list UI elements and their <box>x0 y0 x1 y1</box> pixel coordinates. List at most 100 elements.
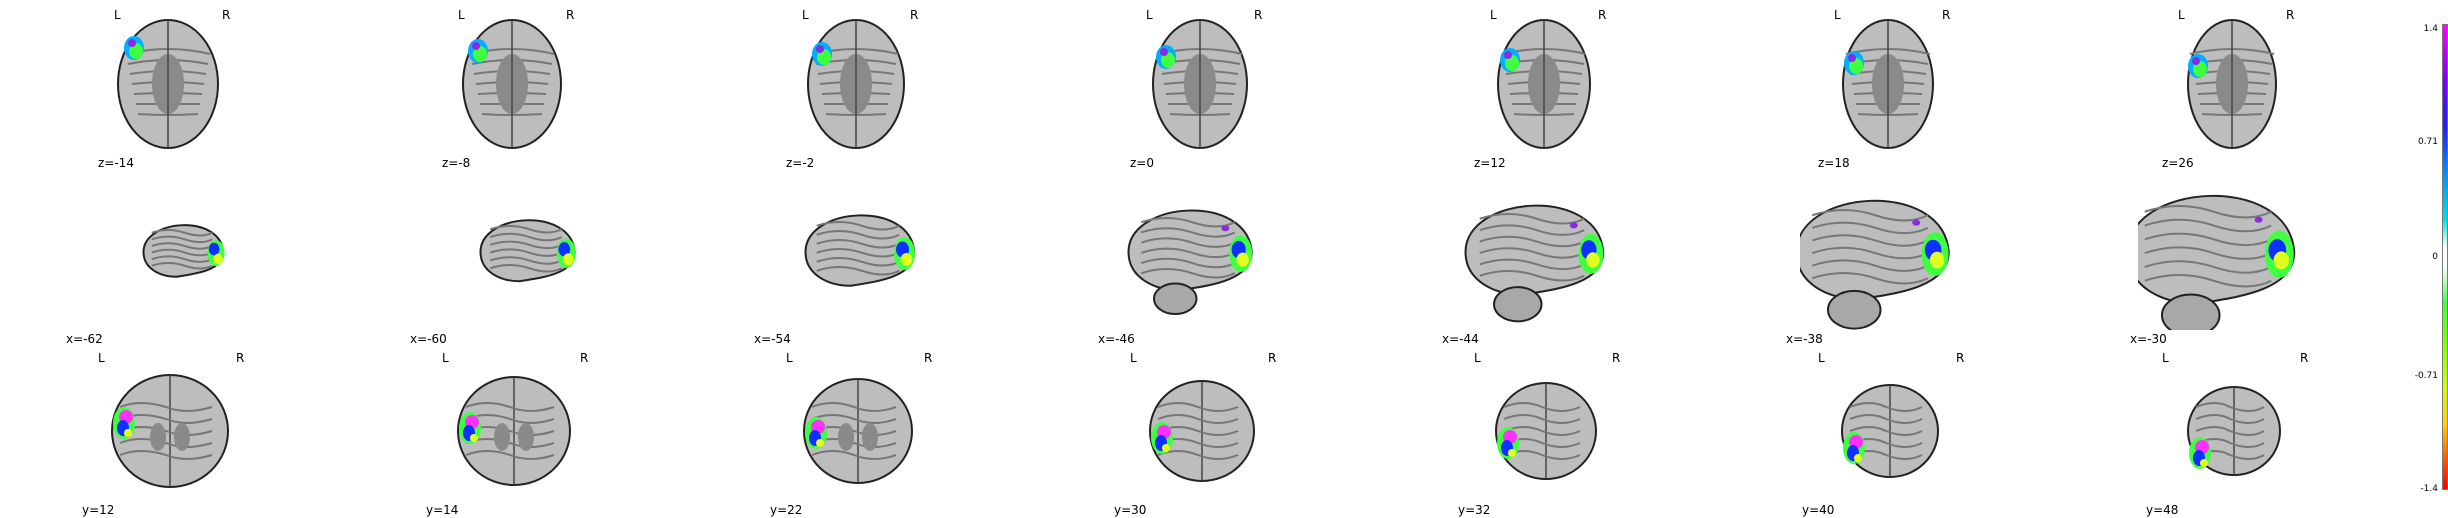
activation-cluster <box>1497 427 1519 459</box>
activation-cluster <box>468 39 488 63</box>
colorbar-tick-zero: 0 <box>2432 252 2438 262</box>
right-orientation-label: R <box>566 8 575 22</box>
left-orientation-label: L <box>2162 351 2169 365</box>
left-orientation-label: L <box>1818 351 1825 365</box>
activation-cluster <box>1156 45 1176 69</box>
slice-coordinate-label: y=30 <box>1114 503 1147 517</box>
activation-cluster <box>556 238 576 268</box>
left-orientation-label: L <box>442 351 449 365</box>
left-orientation-label: L <box>786 351 793 365</box>
right-orientation-label: R <box>910 8 919 22</box>
sagittal-slice-panel: x=-30 <box>2064 172 2404 346</box>
activation-cluster <box>1151 422 1173 454</box>
slice-coordinate-label: y=48 <box>2146 503 2179 517</box>
colorbar-tick-min: -1.4 <box>2420 484 2438 494</box>
brain-slice-image <box>479 219 576 283</box>
slice-coordinate-label: y=40 <box>1802 503 1835 517</box>
activation-cluster <box>1569 222 1604 274</box>
slice-coordinate-label: x=-62 <box>66 332 103 346</box>
right-orientation-label: R <box>2300 351 2309 365</box>
right-orientation-label: R <box>580 351 589 365</box>
right-orientation-label: R <box>1942 8 1951 22</box>
slice-coordinate-label: x=-38 <box>1786 332 1823 346</box>
left-orientation-label: L <box>458 8 465 22</box>
left-orientation-label: L <box>1474 351 1481 365</box>
slice-coordinate-label: z=-8 <box>442 156 471 170</box>
brain-slice-image <box>1497 19 1591 149</box>
activation-cluster <box>812 42 832 66</box>
brain-slice-image <box>807 19 905 149</box>
slice-coordinate-label: x=-46 <box>1098 332 1135 346</box>
brain-slice-image <box>1842 19 1934 149</box>
colorbar-tick-upper: 0.71 <box>2417 137 2438 147</box>
brain-slice-image <box>1464 204 1605 323</box>
sagittal-slice-panel: x=-46 <box>1032 172 1372 346</box>
brain-slice-image <box>803 378 913 484</box>
activation-cluster <box>894 237 915 270</box>
brain-slice-image <box>1152 19 1248 149</box>
right-orientation-label: R <box>1268 351 1277 365</box>
brain-slice-image <box>2187 386 2281 476</box>
slice-coordinate-label: x=-54 <box>754 332 791 346</box>
activation-cluster <box>113 407 135 439</box>
slice-coordinate-label: x=-30 <box>2130 332 2167 346</box>
slice-coordinate-label: z=-14 <box>98 156 134 170</box>
brain-slice-image <box>142 224 225 278</box>
left-orientation-label: L <box>802 8 809 22</box>
left-orientation-label: L <box>1834 8 1841 22</box>
sagittal-slice-panel: x=-54 <box>688 172 1028 346</box>
sagittal-slice-panel: x=-44 <box>1376 172 1716 346</box>
slice-coordinate-label: x=-44 <box>1442 332 1479 346</box>
brain-slice-image <box>1495 382 1597 480</box>
activation-cluster <box>805 417 827 449</box>
left-orientation-label: L <box>1146 8 1153 22</box>
activation-cluster <box>2189 437 2211 469</box>
activation-cluster <box>124 36 144 60</box>
activation-cluster <box>1844 51 1864 75</box>
brain-slice-image <box>1149 380 1255 482</box>
slice-coordinate-label: y=22 <box>770 503 803 517</box>
brain-slice-image <box>804 214 916 287</box>
activation-cluster <box>459 412 481 444</box>
slice-coordinate-label: z=12 <box>1474 156 1506 170</box>
slice-coordinate-label: z=26 <box>2162 156 2194 170</box>
slice-coordinate-label: z=-2 <box>786 156 815 170</box>
left-orientation-label: L <box>2178 8 2185 22</box>
slice-coordinate-label: z=18 <box>1818 156 1850 170</box>
right-orientation-label: R <box>1254 8 1263 22</box>
brain-slice-image <box>2138 194 2296 330</box>
sagittal-row: x=-62 x=-60 x=-54 x=-46 x=-44 x=-38 x=-30 <box>0 172 2380 346</box>
activation-cluster <box>2188 54 2208 78</box>
colorbar-tick-max: 1.4 <box>2423 24 2438 34</box>
right-orientation-label: R <box>2286 8 2295 22</box>
activation-cluster <box>2254 216 2294 278</box>
sagittal-slice-panel: x=-38 <box>1720 172 2060 346</box>
activation-cluster <box>1500 48 1520 72</box>
right-orientation-label: R <box>1956 351 1965 365</box>
slice-coordinate-label: z=0 <box>1130 156 1154 170</box>
brain-slice-image <box>457 376 571 486</box>
left-orientation-label: L <box>98 351 105 365</box>
brain-slice-image <box>117 19 219 149</box>
slice-coordinate-label: y=32 <box>1458 503 1491 517</box>
sagittal-slice-panel: x=-60 <box>344 172 684 346</box>
activation-cluster <box>1221 225 1253 272</box>
brain-slice-image <box>1841 384 1939 478</box>
left-orientation-label: L <box>1490 8 1497 22</box>
left-orientation-label: L <box>114 8 121 22</box>
right-orientation-label: R <box>924 351 933 365</box>
brain-slice-image <box>1800 199 1950 330</box>
